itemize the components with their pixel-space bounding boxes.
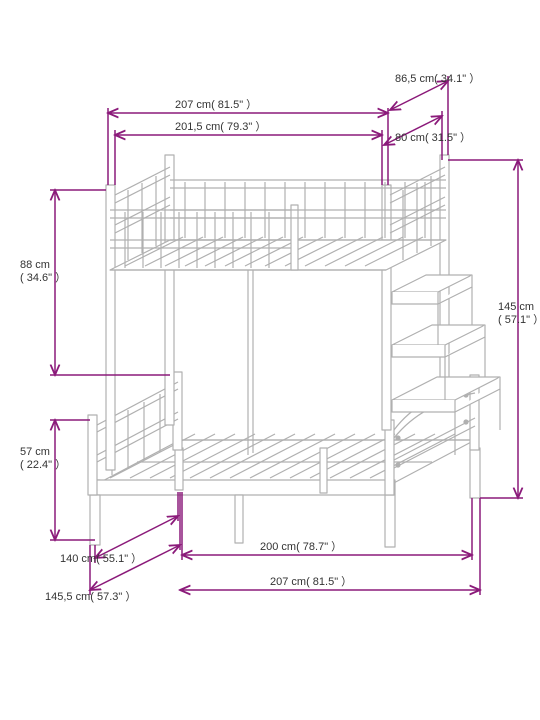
dim-top-inner-length: 201,5 cm( 79.3" ）	[175, 120, 266, 133]
bunk-bed-diagram: 207 cm( 81.5" ） 201,5 cm( 79.3" ） 86,5 c…	[0, 0, 540, 720]
dim-left-upper-a: 88 cm( 34.6" ）	[20, 259, 66, 284]
dim-bottom-inner-length: 200 cm( 78.7" ）	[260, 540, 342, 553]
dim-bottom-outer-depth: 145,5 cm( 57.3" ）	[45, 590, 136, 603]
bed-structure	[88, 155, 500, 547]
dim-top-outer-length: 207 cm( 81.5" ）	[175, 98, 257, 111]
dim-bottom-inner-depth: 140 cm( 55.1" ）	[60, 552, 142, 565]
dim-bottom-outer-length: 207 cm( 81.5" ）	[270, 575, 352, 588]
dim-right-total-a: 145 cm( 57.1" ）	[498, 301, 540, 326]
dim-top-depth-outer: 86,5 cm( 34.1" ）	[395, 72, 480, 85]
dim-top-depth-inner: 80 cm( 31.5" ）	[395, 131, 471, 144]
dim-left-lower-a: 57 cm( 22.4" ）	[20, 446, 66, 471]
